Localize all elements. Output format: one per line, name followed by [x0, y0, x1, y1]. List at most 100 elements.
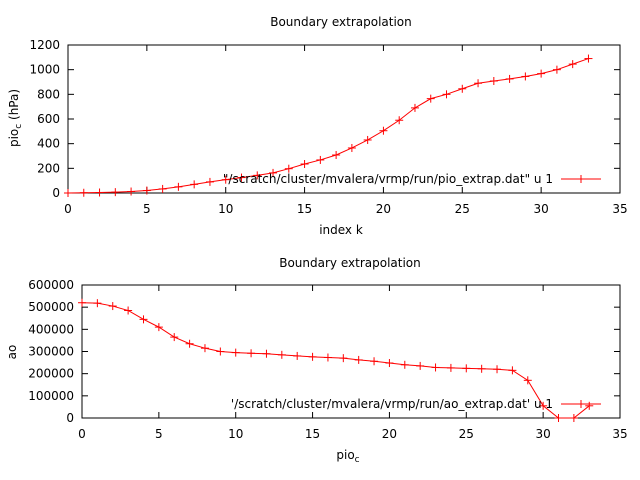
data-point: [231, 348, 240, 357]
data-point: [521, 72, 530, 81]
data-point: [537, 69, 546, 78]
data-point: [458, 84, 467, 93]
data-point: [200, 344, 209, 353]
data-point: [284, 164, 293, 173]
data-point: [554, 414, 563, 422]
data-point: [190, 180, 199, 189]
data-point: [277, 350, 286, 359]
data-point: [477, 364, 486, 373]
chart-top-frame: [67, 44, 621, 194]
x-tick-label: 10: [228, 427, 243, 441]
legend-marker: [577, 175, 585, 183]
chart-top-y-label-main: pio: [7, 129, 21, 147]
data-point: [585, 401, 594, 410]
chart-bottom-x-label-main: pio: [336, 448, 354, 462]
x-tick-label: 10: [218, 202, 233, 216]
data-point: [154, 323, 163, 332]
data-point: [370, 357, 379, 366]
data-point: [139, 315, 148, 324]
chart-bottom-title: Boundary extrapolation: [279, 256, 421, 270]
data-point: [323, 353, 332, 362]
x-tick-label: 20: [376, 202, 391, 216]
chart-top-x-axis: 0 5 10 15 20 25 30 35: [64, 45, 628, 216]
data-point: [395, 116, 404, 125]
data-point: [400, 360, 409, 369]
data-point: [78, 298, 86, 307]
data-point: [379, 126, 388, 135]
x-tick-label: 35: [612, 202, 627, 216]
data-point: [124, 306, 133, 315]
chart-bottom-x-label-sub: c: [355, 455, 360, 465]
data-point: [442, 90, 451, 99]
chart-top-legend-sample: [561, 175, 601, 183]
y-tick-label: 500000: [28, 300, 74, 314]
chart-top-y-axis: 0 200 400 600 800 1000 1200: [29, 38, 620, 200]
legend-marker: [577, 400, 585, 408]
data-point: [552, 65, 561, 74]
data-point: [93, 299, 102, 308]
data-point: [253, 171, 262, 180]
chart-bottom-y-axis: 0 100000 200000 300000 400000 500000 600000: [28, 278, 620, 425]
data-point: [489, 77, 498, 86]
data-point: [158, 184, 167, 193]
data-point: [363, 135, 372, 144]
data-point: [79, 188, 88, 197]
data-point: [308, 352, 317, 361]
data-point: [293, 351, 302, 360]
chart-top-y-label-sub: c: [14, 124, 24, 129]
data-point: [508, 366, 517, 375]
chart-top-y-label: pioc (hPa): [7, 89, 24, 147]
data-point: [269, 168, 278, 177]
data-point: [174, 182, 183, 191]
data-point: [247, 349, 256, 358]
y-tick-label: 0: [66, 411, 74, 425]
data-point: [568, 60, 577, 69]
x-tick-label: 25: [459, 427, 474, 441]
data-point: [446, 363, 455, 372]
data-point: [426, 94, 435, 103]
data-point: [385, 359, 394, 368]
x-tick-label: 0: [78, 427, 86, 441]
x-tick-label: 30: [536, 427, 551, 441]
data-point: [462, 364, 471, 373]
chart-bottom: Boundary extrapolation 01000002000003000…: [5, 256, 628, 465]
data-point: [569, 414, 578, 422]
data-point: [185, 339, 194, 348]
chart-top-series: [64, 54, 593, 197]
data-point: [127, 187, 136, 196]
x-tick-label: 5: [143, 202, 151, 216]
data-point: [142, 186, 151, 195]
y-tick-label: 200: [37, 161, 60, 175]
x-tick-label: 5: [155, 427, 163, 441]
y-tick-label: 600: [37, 112, 60, 126]
x-tick-label: 35: [612, 427, 627, 441]
data-point: [216, 347, 225, 356]
data-point: [539, 401, 548, 410]
chart-bottom-legend-label: '/scratch/cluster/mvalera/vrmp/run/ao_ex…: [231, 397, 553, 411]
y-tick-label: 1200: [29, 38, 60, 52]
series-line: [67, 58, 589, 194]
data-point: [332, 151, 341, 160]
chart-bottom-y-label: ao: [5, 345, 19, 360]
y-tick-label: 800: [37, 87, 60, 101]
x-tick-label: 30: [534, 202, 549, 216]
data-point: [410, 103, 419, 112]
data-point: [523, 376, 532, 385]
data-point: [237, 173, 246, 182]
data-point: [505, 74, 514, 83]
data-point: [221, 175, 230, 184]
series-line: [81, 302, 590, 419]
x-tick-label: 20: [382, 427, 397, 441]
data-point: [354, 355, 363, 364]
data-point: [339, 354, 348, 363]
chart-bottom-x-axis: 0 5 10 15 20 25 30 35: [78, 285, 628, 441]
data-point: [493, 365, 502, 374]
data-point: [95, 188, 104, 197]
chart-top-legend-label: "/scratch/cluster/mvalera/vrmp/run/pio_e…: [223, 172, 553, 186]
data-point: [108, 302, 117, 311]
x-tick-label: 25: [455, 202, 470, 216]
data-point: [170, 333, 179, 342]
y-tick-label: 300000: [28, 345, 74, 359]
data-point: [262, 349, 271, 358]
